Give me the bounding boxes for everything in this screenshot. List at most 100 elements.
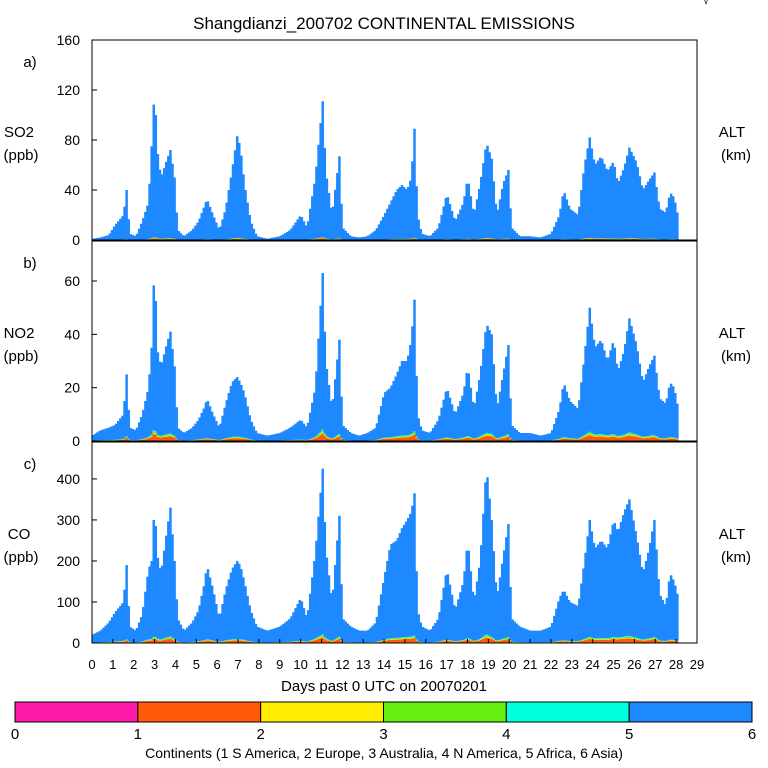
area-column xyxy=(181,432,185,441)
area-column xyxy=(154,637,158,638)
area-column xyxy=(490,334,493,434)
area-column xyxy=(206,439,210,441)
area-column xyxy=(169,636,172,638)
area-column xyxy=(446,438,450,441)
area-column xyxy=(321,429,324,431)
area-column xyxy=(388,388,391,438)
area-column xyxy=(321,634,324,636)
area-column xyxy=(615,437,619,441)
area-column xyxy=(448,439,452,441)
area-column xyxy=(659,209,662,240)
area-column xyxy=(553,424,556,440)
area-column xyxy=(498,199,502,240)
area-column xyxy=(402,637,406,638)
area-column xyxy=(626,434,629,436)
area-column xyxy=(623,636,627,638)
area-column xyxy=(240,438,243,441)
area-column xyxy=(127,641,130,643)
area-column xyxy=(323,435,327,437)
area-column xyxy=(601,158,604,239)
area-column xyxy=(594,639,598,643)
area-column xyxy=(429,629,433,643)
area-column xyxy=(396,639,400,643)
area-column xyxy=(156,639,160,640)
area-column xyxy=(419,229,423,240)
area-column xyxy=(500,437,504,438)
area-column xyxy=(377,605,381,642)
area-column xyxy=(306,422,310,440)
area-column xyxy=(329,439,333,441)
area-column xyxy=(482,636,485,638)
area-column xyxy=(102,429,105,441)
area-column xyxy=(540,237,544,240)
area-column xyxy=(615,436,619,437)
area-column xyxy=(235,438,239,441)
area-column xyxy=(663,402,667,439)
area-column xyxy=(171,534,174,638)
species-label: SO2 xyxy=(4,124,34,141)
area-column xyxy=(407,638,410,639)
area-column xyxy=(392,639,395,640)
area-column xyxy=(582,435,585,437)
area-column xyxy=(158,169,162,239)
area-column xyxy=(542,629,546,643)
area-column xyxy=(613,435,617,437)
area-column xyxy=(603,436,606,437)
area-column xyxy=(223,212,226,240)
area-column xyxy=(146,576,149,640)
area-column xyxy=(235,560,239,639)
area-column xyxy=(623,509,627,637)
area-column xyxy=(550,231,554,240)
area-column xyxy=(331,399,335,439)
area-column xyxy=(615,435,619,437)
area-column xyxy=(665,439,669,441)
area-column xyxy=(396,639,400,640)
area-column xyxy=(580,583,583,641)
area-column xyxy=(594,163,598,239)
area-column xyxy=(263,434,266,441)
area-column xyxy=(505,436,508,438)
area-column xyxy=(246,439,249,441)
area-column xyxy=(596,434,600,435)
area-column xyxy=(655,372,658,437)
area-column xyxy=(102,627,105,643)
area-column xyxy=(623,435,627,437)
area-column xyxy=(494,394,498,438)
area-column xyxy=(169,434,172,436)
area-column xyxy=(651,437,654,441)
area-column xyxy=(394,376,397,437)
area-column xyxy=(484,436,487,441)
area-column xyxy=(292,225,295,240)
area-column xyxy=(634,435,637,437)
area-column xyxy=(311,402,314,439)
area-column xyxy=(613,239,617,240)
area-column xyxy=(530,433,533,441)
area-column xyxy=(603,434,606,436)
area-column xyxy=(488,636,491,638)
area-column xyxy=(515,623,518,643)
area-column xyxy=(525,433,529,441)
area-column xyxy=(450,439,454,441)
area-column xyxy=(611,637,614,639)
area-column xyxy=(356,435,360,441)
area-column xyxy=(507,345,510,435)
area-column xyxy=(498,640,502,643)
area-column xyxy=(225,586,229,641)
area-column xyxy=(317,434,320,436)
area-column xyxy=(171,637,174,639)
area-column xyxy=(576,605,579,642)
area-column xyxy=(463,437,466,439)
area-column xyxy=(611,434,614,435)
area-column xyxy=(598,157,602,239)
area-column xyxy=(565,437,569,439)
area-column xyxy=(227,190,231,239)
area-column xyxy=(210,439,214,441)
area-column xyxy=(148,436,151,438)
area-column xyxy=(319,238,322,240)
area-column xyxy=(367,432,370,441)
area-column xyxy=(578,206,581,240)
area-column xyxy=(281,624,285,643)
area-column xyxy=(229,572,233,640)
area-column xyxy=(607,639,610,640)
area-column xyxy=(634,341,637,435)
